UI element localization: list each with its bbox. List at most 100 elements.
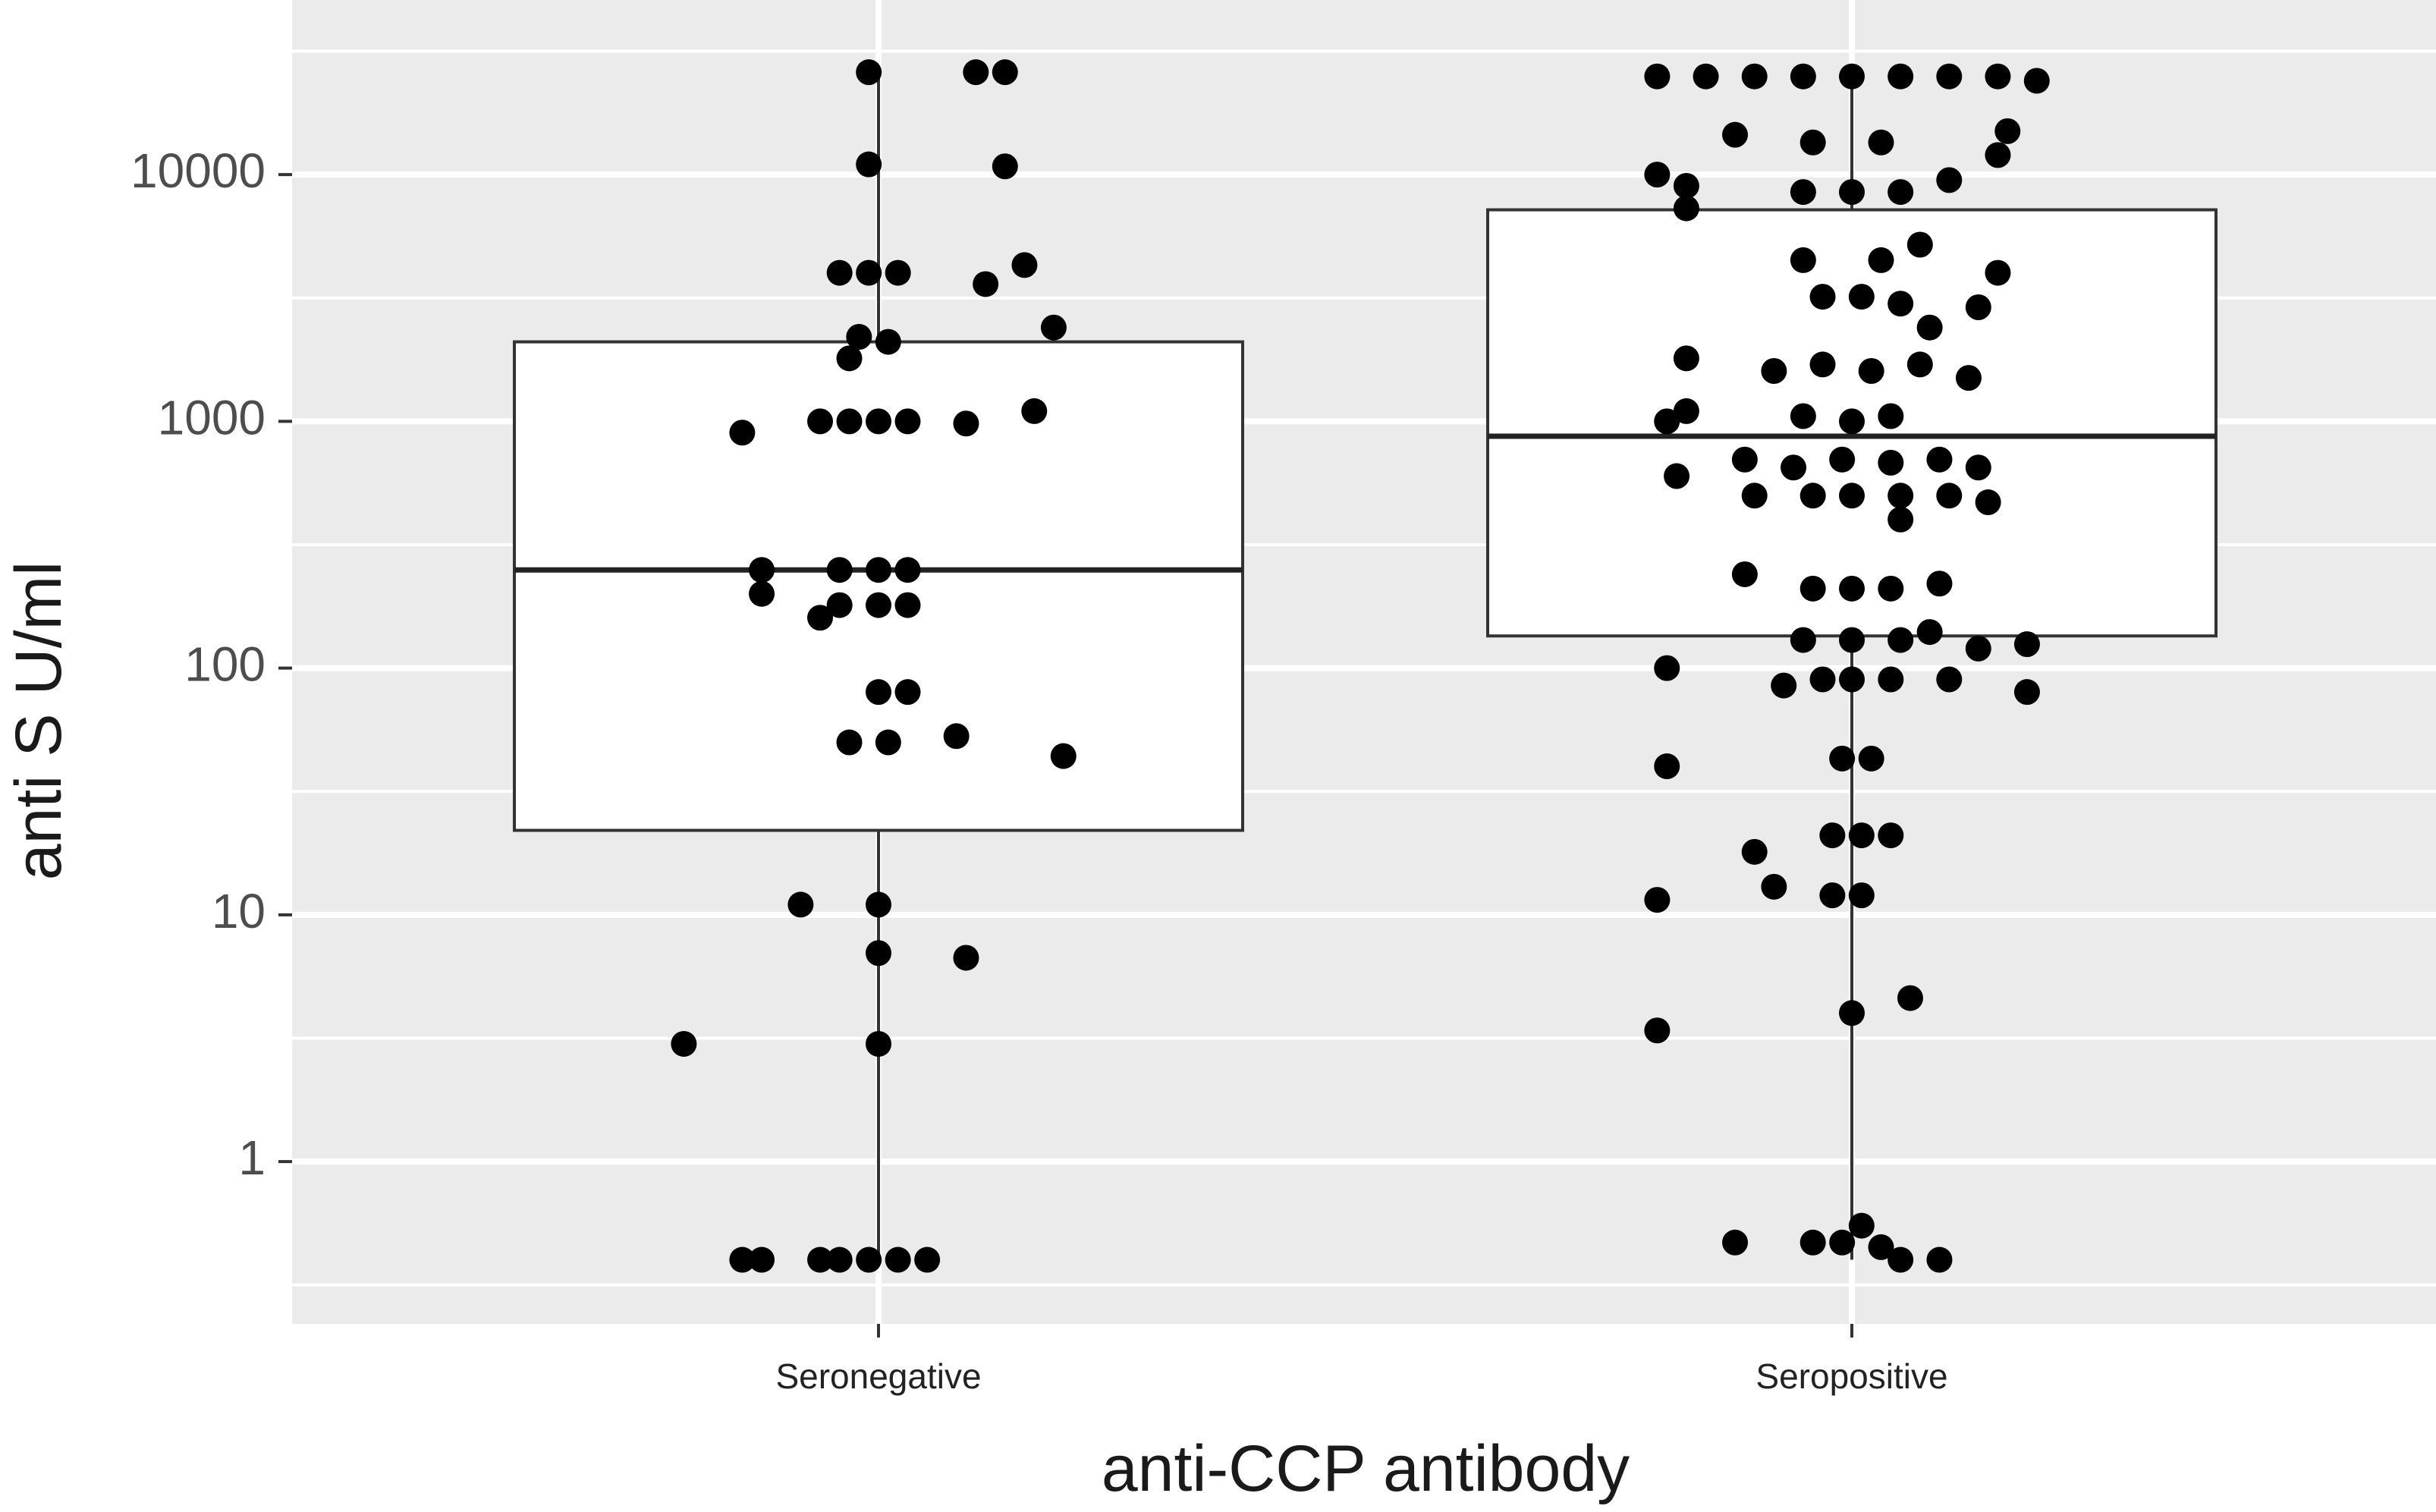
data-point: [749, 580, 775, 607]
data-point: [1916, 314, 1943, 341]
data-point: [866, 940, 891, 967]
data-point: [885, 1246, 911, 1273]
data-point: [1985, 63, 2011, 90]
data-point: [826, 592, 853, 618]
data-point: [749, 557, 775, 583]
data-point: [866, 557, 891, 583]
data-point: [1644, 1017, 1671, 1044]
y-tick-label: 1: [238, 1130, 266, 1185]
data-point: [1722, 121, 1749, 148]
data-point: [1790, 247, 1816, 273]
data-point: [894, 592, 921, 618]
data-point: [894, 557, 921, 583]
data-point: [894, 679, 921, 706]
data-point: [1731, 446, 1758, 473]
data-point: [1819, 882, 1846, 909]
data-point: [856, 151, 882, 178]
y-tick-label: 1000: [158, 390, 266, 445]
data-point: [1906, 231, 1933, 258]
data-point: [943, 723, 970, 750]
data-point: [1050, 743, 1077, 769]
data-point: [875, 729, 901, 756]
data-point: [1985, 259, 2011, 286]
data-point: [1888, 291, 1914, 317]
data-point: [1673, 345, 1699, 372]
data-point: [1011, 252, 1038, 278]
data-point: [866, 408, 891, 435]
data-point: [866, 592, 891, 618]
data-point: [1741, 838, 1768, 865]
data-point: [1926, 446, 1953, 473]
data-point: [1654, 753, 1680, 780]
data-point: [807, 1246, 834, 1273]
data-point: [1888, 179, 1914, 206]
data-point: [1021, 398, 1048, 424]
data-point: [1868, 247, 1894, 273]
data-point: [866, 1030, 891, 1057]
data-point: [1955, 365, 1982, 391]
data-point: [1985, 142, 2011, 168]
data-point: [826, 1246, 853, 1273]
data-point: [992, 153, 1018, 180]
data-point: [1888, 1246, 1914, 1273]
data-point: [1644, 162, 1671, 188]
data-point: [1799, 129, 1826, 156]
data-point: [1878, 449, 1904, 476]
data-point: [1858, 745, 1884, 772]
data-point: [1926, 571, 1953, 597]
data-point: [1878, 822, 1904, 849]
data-point: [1761, 357, 1787, 384]
data-point: [807, 408, 834, 435]
data-point: [1040, 314, 1067, 341]
data-point: [1790, 627, 1816, 653]
data-point: [846, 324, 872, 350]
data-point: [1799, 575, 1826, 602]
data-point: [1888, 63, 1914, 90]
axis-layer: 1 10 100 1000 10000 Seronegative Seropositive: [130, 143, 1948, 1396]
points-seropositive: [1644, 63, 2050, 1273]
data-point: [1809, 351, 1836, 378]
data-point: [1965, 454, 1991, 481]
data-point: [1878, 403, 1904, 429]
data-point: [1644, 63, 1671, 90]
data-point: [875, 328, 901, 355]
data-point: [1761, 873, 1787, 900]
data-point: [826, 259, 853, 286]
data-point: [1664, 463, 1690, 489]
data-point: [1673, 173, 1699, 200]
data-point: [2013, 631, 2040, 658]
data-point: [1839, 1000, 1865, 1026]
data-point: [1936, 63, 1963, 90]
data-point: [1722, 1229, 1749, 1256]
data-point: [1839, 483, 1865, 509]
data-point: [1829, 745, 1856, 772]
data-point: [885, 259, 911, 286]
data-point: [953, 945, 979, 971]
data-point: [1731, 561, 1758, 587]
y-tick-label: 10000: [130, 143, 266, 198]
data-point: [1848, 882, 1875, 909]
data-point: [749, 1246, 775, 1273]
data-point: [1799, 1229, 1826, 1256]
data-point: [2013, 679, 2040, 706]
data-point: [953, 410, 979, 437]
data-point: [1888, 506, 1914, 533]
data-point: [1897, 985, 1923, 1011]
data-point: [1741, 483, 1768, 509]
data-point: [729, 420, 756, 446]
data-point: [1771, 672, 1797, 699]
data-point: [826, 557, 853, 583]
data-point: [1809, 284, 1836, 310]
data-point: [1790, 403, 1816, 429]
x-axis-title: anti-CCP antibody: [1102, 1432, 1630, 1505]
points-seronegative: [671, 59, 1077, 1273]
data-point: [1975, 489, 2001, 516]
data-point: [1809, 666, 1836, 693]
data-point: [1916, 619, 1943, 646]
data-point: [1848, 1212, 1875, 1239]
x-tick-label: Seronegative: [775, 1356, 981, 1396]
data-point: [1799, 483, 1826, 509]
data-point: [856, 1246, 882, 1273]
point-layer: [671, 59, 2050, 1273]
data-point: [973, 271, 999, 297]
